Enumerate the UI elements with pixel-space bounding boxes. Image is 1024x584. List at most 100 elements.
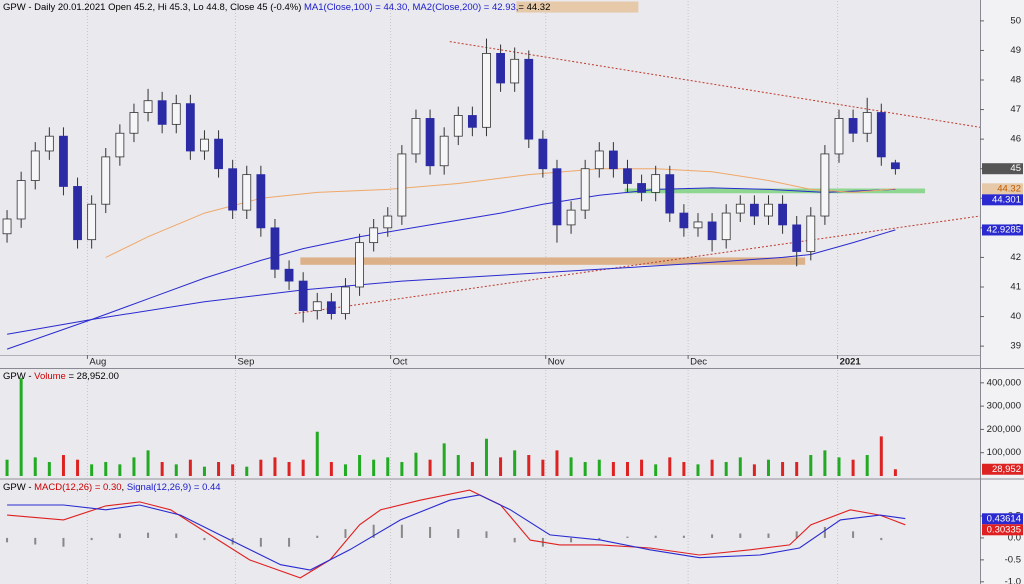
volume-bar	[752, 464, 756, 476]
macd-histogram-bar	[90, 537, 93, 541]
price-badge	[982, 183, 1023, 195]
candle-body	[679, 212, 689, 229]
volume-bar	[893, 469, 897, 476]
volume-bar	[273, 457, 277, 476]
macd-histogram-bar	[34, 537, 37, 545]
panel-title: GPW - Volume = 28,952.00	[3, 371, 119, 382]
zone	[624, 188, 926, 194]
macd-histogram-bar	[485, 531, 488, 538]
price-badge	[982, 194, 1023, 206]
macd-histogram-bar	[513, 537, 516, 543]
macd-histogram-bar	[654, 535, 657, 538]
moving-average	[6, 229, 896, 350]
panel-title: GPW - Daily 20.01.2021 Open 45.2, Hi 45.…	[3, 2, 550, 13]
candle-body	[242, 174, 252, 211]
volume-bar	[569, 457, 573, 476]
candle-body	[594, 150, 604, 170]
candle-body	[453, 115, 463, 137]
candle-body	[538, 138, 548, 170]
candle-body	[298, 280, 308, 312]
macd-histogram-bar	[711, 534, 714, 538]
price-badge-label: 44.301	[992, 194, 1021, 205]
candle-body	[73, 186, 82, 241]
volume-panel	[0, 369, 980, 478]
volume-bar	[499, 457, 503, 476]
candle-body	[115, 132, 125, 158]
y-tick-label: 200,000	[987, 424, 1021, 435]
candle-body	[355, 242, 364, 288]
moving-average	[7, 187, 896, 335]
macd-histogram-bar	[626, 536, 629, 538]
candle-body	[764, 203, 773, 217]
volume-bar	[611, 462, 615, 476]
macd-histogram-bar	[344, 529, 347, 538]
volume-bar	[668, 457, 672, 476]
title-part: = 44.32	[518, 2, 550, 13]
price-badge	[982, 163, 1023, 175]
candle-body	[411, 118, 421, 155]
candle-body	[510, 58, 520, 84]
candle-body	[44, 135, 54, 152]
x-tick-label: Dec	[690, 357, 707, 368]
x-tick-label: Oct	[393, 357, 408, 368]
trendline	[294, 215, 981, 315]
volume-bar	[386, 457, 390, 476]
volume-bar	[231, 464, 235, 476]
volume-bar	[766, 459, 770, 476]
candle-body	[2, 218, 12, 235]
candle-body	[665, 174, 675, 214]
macd-histogram-bar	[795, 531, 798, 538]
candle-body	[143, 100, 153, 113]
candle-body	[326, 301, 336, 315]
candle-body	[580, 168, 590, 211]
price-badge-label: 44.32	[997, 183, 1021, 194]
volume-bar	[781, 462, 785, 476]
candle-body	[806, 215, 816, 252]
title-part: MA1(Close,100) = 44.30, MA2(Close,200) =…	[304, 2, 518, 13]
x-tick-label: Aug	[89, 357, 106, 368]
y-tick-label: 0.0	[1008, 532, 1021, 543]
volume-bar	[287, 462, 291, 476]
y-tick-label: 49	[1010, 45, 1021, 56]
volume-bar	[823, 450, 827, 476]
title-part: = 28,952.00	[66, 371, 119, 382]
volume-bar	[865, 455, 869, 476]
candle-body	[721, 212, 731, 241]
candle-body	[749, 203, 759, 217]
volume-bar	[682, 462, 686, 476]
volume-bar	[724, 462, 728, 476]
macd-histogram-bar	[316, 535, 319, 538]
candle-body	[369, 227, 379, 244]
candle-body	[834, 118, 844, 155]
y-tick-label: 50	[1010, 15, 1021, 26]
candle-body	[185, 103, 195, 152]
volume-bar	[640, 459, 644, 476]
volume-bar	[428, 459, 432, 476]
volume-bar	[710, 459, 714, 476]
volume-bar	[400, 462, 404, 476]
candle-body	[876, 112, 886, 158]
y-tick-label: 100,000	[987, 447, 1021, 458]
volume-bar	[414, 452, 418, 476]
price-badge	[982, 463, 1023, 475]
macd-histogram-bar	[598, 537, 601, 541]
macd-histogram-bar	[288, 537, 291, 547]
macd-histogram-bar	[118, 533, 121, 538]
candle-body	[270, 227, 280, 270]
volume-bar	[484, 438, 488, 476]
volume-bar	[132, 457, 136, 476]
volume-bar	[541, 459, 545, 476]
volume-bar	[470, 462, 474, 476]
candle-body	[341, 286, 350, 315]
candle-body	[171, 103, 181, 125]
volume-bar	[343, 464, 347, 476]
volume-bar	[90, 464, 94, 476]
volume-bar	[188, 459, 192, 476]
title-part: Volume	[34, 371, 66, 382]
y-tick-label: 300,000	[987, 401, 1021, 412]
price-badge-label: 42.9285	[987, 224, 1021, 235]
volume-bar	[456, 455, 460, 476]
volume-bar	[513, 450, 517, 476]
title-part: ,	[122, 482, 127, 493]
y-tick-label: 46	[1010, 134, 1021, 145]
